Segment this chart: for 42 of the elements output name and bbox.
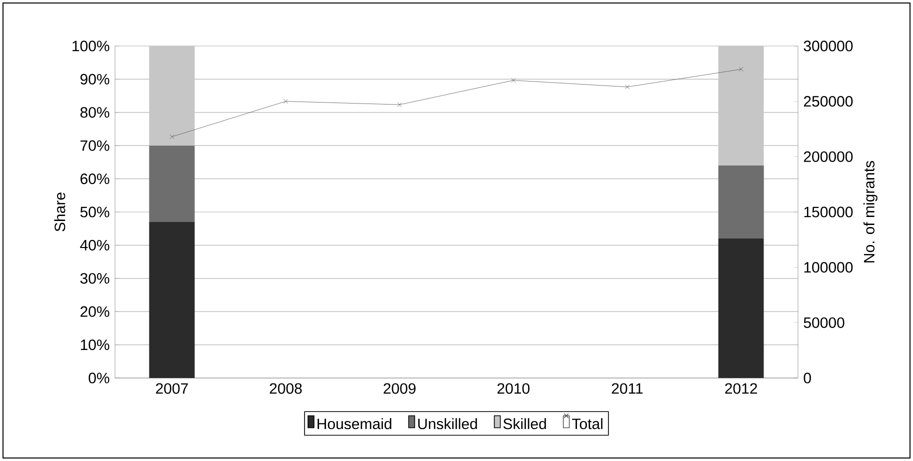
bar — [149, 146, 195, 222]
x-tick-label: 2007 — [156, 383, 188, 394]
y-tick-label: 100% — [72, 40, 110, 52]
x-tick-label: 2012 — [725, 383, 758, 394]
y-tick-label: 50% — [80, 206, 110, 218]
bar — [149, 46, 195, 146]
point — [511, 78, 516, 83]
y2-tick-label: 50000 — [804, 317, 844, 328]
y-tick-label: 10% — [80, 339, 110, 350]
bar — [718, 238, 764, 378]
y-tick-label: 60% — [80, 173, 110, 184]
point — [283, 99, 288, 104]
y2-axis-title: No. of migrants — [863, 161, 878, 262]
bar — [718, 46, 764, 166]
legend-label: Total — [572, 418, 602, 430]
legend-label: Unskilled — [418, 418, 477, 430]
bar — [149, 222, 195, 378]
x-tick-label: 2009 — [384, 383, 416, 394]
point — [397, 102, 402, 107]
y-tick-label: 20% — [80, 306, 110, 317]
y2-tick-label: 250000 — [804, 96, 853, 107]
y2-tick-label: 100000 — [804, 262, 853, 273]
point — [738, 66, 744, 72]
y-tick-label: 40% — [80, 240, 110, 251]
point — [170, 134, 174, 140]
y-tick-label: 70% — [80, 140, 110, 151]
x-tick-label: 2010 — [497, 383, 530, 394]
y2-tick-label: 300000 — [804, 40, 853, 52]
y2-tick-label: 0 — [804, 372, 811, 384]
y-axis-title: Share — [54, 192, 66, 232]
y-tick-label: 90% — [80, 74, 110, 85]
legend-label: Housemaid — [318, 418, 392, 430]
point — [624, 84, 630, 90]
y-tick-label: 0% — [88, 372, 110, 384]
bar — [718, 166, 764, 239]
y2-tick-label: 200000 — [804, 151, 853, 162]
legend-label: Skilled — [503, 418, 546, 430]
y2-tick-label: 150000 — [804, 206, 853, 218]
x-tick-label: 2008 — [270, 383, 302, 394]
y-tick-label: 80% — [80, 107, 110, 118]
x-tick-label: 2011 — [612, 383, 643, 394]
y-tick-label: 30% — [80, 273, 110, 284]
